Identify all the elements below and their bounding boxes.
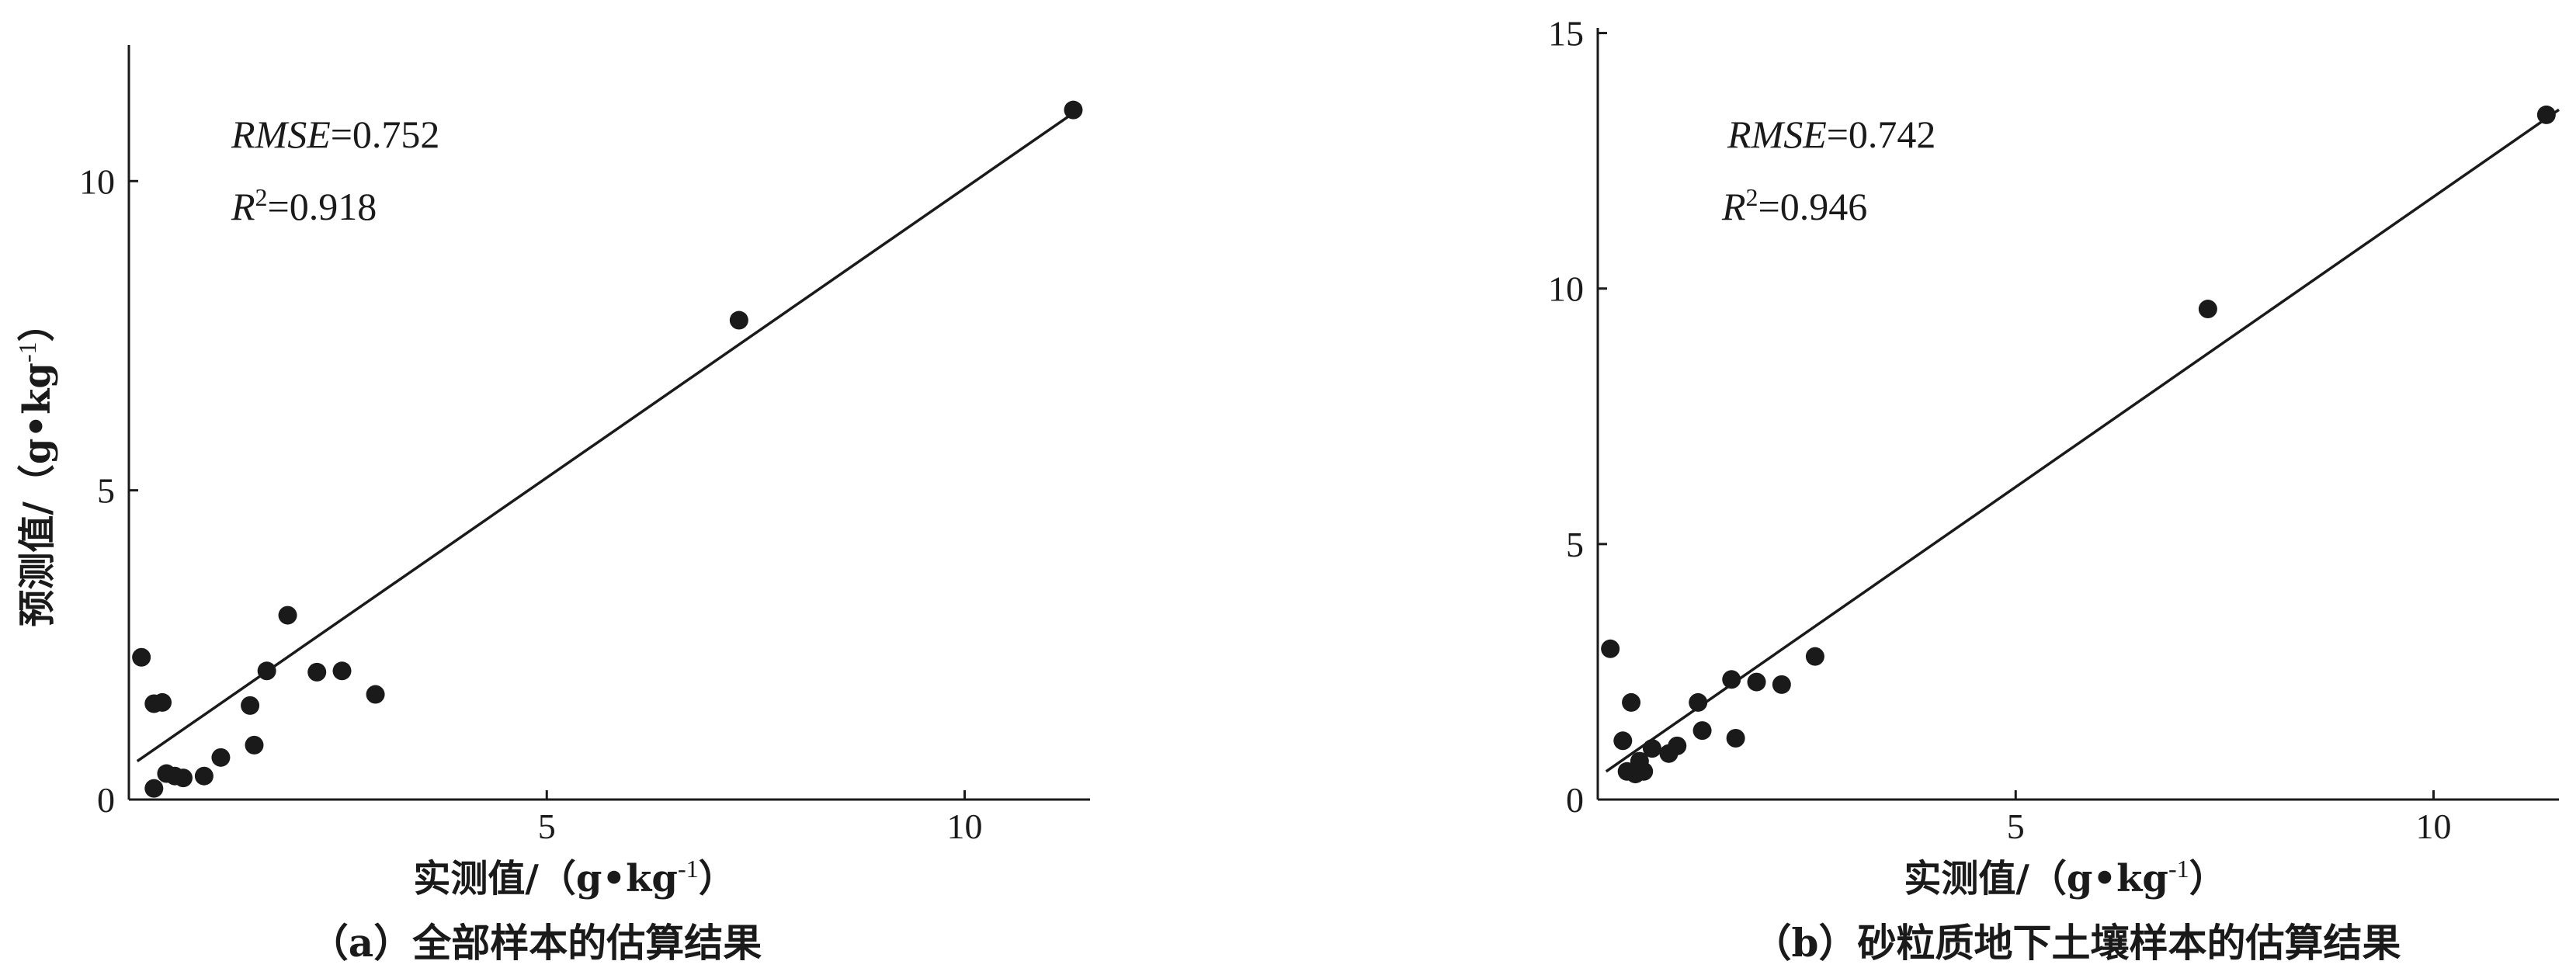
panel-b-y-ticks: 0 5 10 15 xyxy=(1548,14,1607,820)
panel-a-data-point xyxy=(1064,100,1083,120)
panel-b-data-point xyxy=(1805,647,1824,666)
panel-b-caption: （b）砂粒质地下土壤样本的估算结果 xyxy=(1753,920,2401,966)
panel-a-data-point xyxy=(173,769,193,788)
panel-b-data-point xyxy=(2536,105,2556,124)
panel-a-data-point xyxy=(729,311,748,330)
panel-a-data-point xyxy=(241,696,260,715)
panel-a-data-point xyxy=(332,661,352,681)
panel-b-x-tick-label: 10 xyxy=(2416,807,2452,846)
panel-a-scatter: 5 10 0 5 10 RMSE=0.752 R2=0.918 实测值/（g•kg-1… xyxy=(13,45,1090,966)
panel-b-data-point xyxy=(1668,736,1687,755)
panel-a-data-point xyxy=(366,685,385,704)
panel-a-data-point xyxy=(211,748,231,767)
panel-b-data-point xyxy=(1642,739,1661,758)
panel-b-x-ticks: 5 10 xyxy=(2007,790,2452,846)
panel-a-x-tick-label: 10 xyxy=(947,807,983,846)
panel-b-rmse: RMSE=0.742 xyxy=(1727,113,1935,156)
panel-a-y-tick-label: 5 xyxy=(97,471,115,511)
panel-b-x-tick-label: 5 xyxy=(2007,807,2025,846)
panel-a-r2: R2=0.918 xyxy=(231,183,377,228)
panel-a-data-point xyxy=(132,647,151,667)
panel-a-rmse: RMSE=0.752 xyxy=(231,113,439,156)
panel-a-data-point xyxy=(257,661,276,681)
panel-a-data-point xyxy=(144,779,164,798)
panel-a-data-point xyxy=(194,766,214,786)
panel-b-data-point xyxy=(1747,672,1766,692)
panel-b-y-tick-label: 10 xyxy=(1548,269,1584,309)
panel-b-r2: R2=0.946 xyxy=(1721,183,1867,228)
panel-b-data-point xyxy=(1622,692,1641,712)
panel-a-y-axis-title: 预测值/（g•kg-1） xyxy=(13,304,59,626)
panel-a-data-point xyxy=(153,692,172,712)
panel-b-y-tick-label: 15 xyxy=(1548,14,1584,54)
panel-a-y-ticks: 0 5 10 xyxy=(79,161,138,820)
panel-b-points xyxy=(1601,105,2556,784)
panel-a-y-tick-label: 10 xyxy=(79,161,115,201)
panel-b-data-point xyxy=(2198,300,2217,319)
panel-b-data-point xyxy=(1726,729,1745,748)
panel-a-y-tick-label: 0 xyxy=(97,780,115,820)
panel-b-data-point xyxy=(1613,731,1633,751)
panel-b-data-point xyxy=(1772,675,1791,694)
panel-b-x-axis-title: 实测值/（g•kg-1） xyxy=(1904,855,2226,900)
panel-a-caption: （a）全部样本的估算结果 xyxy=(310,920,762,966)
panel-a-points xyxy=(132,100,1083,798)
panel-b-y-tick-label: 0 xyxy=(1566,780,1584,820)
panel-b-scatter: 5 10 0 5 10 15 RMSE=0.742 R2=0.946 实测值/（g•kg… xyxy=(1548,14,2560,966)
panel-b-data-point xyxy=(1630,751,1649,771)
panel-b-y-tick-label: 5 xyxy=(1566,525,1584,564)
panel-a-data-point xyxy=(245,735,264,755)
panel-a-x-ticks: 5 10 xyxy=(538,790,983,846)
panel-a-fit-line xyxy=(136,112,1074,763)
panel-a-data-point xyxy=(278,605,297,625)
panel-b-fit-line xyxy=(1605,108,2560,773)
panel-a-x-axis-title: 实测值/（g•kg-1） xyxy=(413,855,735,900)
panel-a-x-tick-label: 5 xyxy=(538,807,556,846)
panel-b-data-point xyxy=(1722,670,1741,689)
panel-b-data-point xyxy=(1692,721,1712,741)
panel-b-data-point xyxy=(1689,692,1708,712)
panel-a-data-point xyxy=(307,662,327,682)
panel-b-data-point xyxy=(1601,639,1620,658)
